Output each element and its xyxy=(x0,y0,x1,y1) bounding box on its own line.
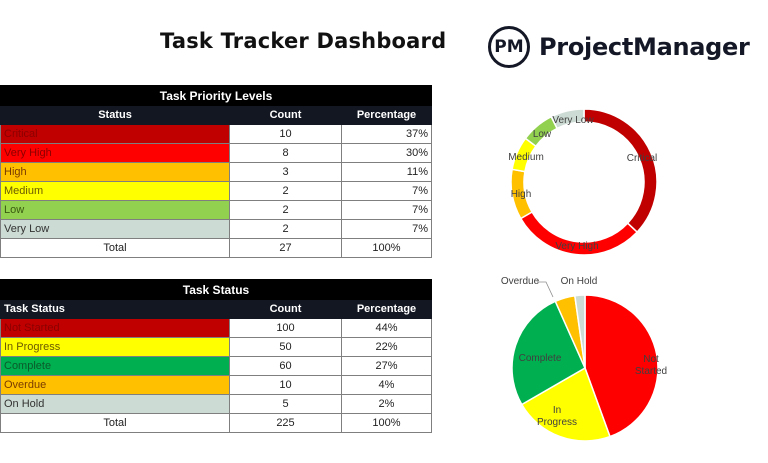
table-caption: Task Priority Levels xyxy=(0,85,432,106)
data-label: On Hold xyxy=(561,276,598,287)
row-label: High xyxy=(0,162,230,182)
data-label: Not Started xyxy=(635,354,667,377)
table-row: Very Low 2 7% xyxy=(0,219,432,239)
row-label: Not Started xyxy=(0,318,230,338)
row-label: Complete xyxy=(0,356,230,376)
row-count: 5 xyxy=(229,394,342,414)
slice-not-started xyxy=(584,294,659,438)
table-row: On Hold 5 2% xyxy=(0,394,432,414)
total-row: Total 225 100% xyxy=(0,413,432,433)
row-percentage: 44% xyxy=(341,318,432,338)
total-label: Total xyxy=(0,413,230,433)
table-row: In Progress 50 22% xyxy=(0,337,432,357)
table-row: Critical 10 37% xyxy=(0,124,432,144)
table-row: Complete 60 27% xyxy=(0,356,432,376)
data-label: In Progress xyxy=(537,405,577,428)
total-percentage: 100% xyxy=(341,238,432,258)
slice-in-progress xyxy=(520,366,611,442)
row-label: Overdue xyxy=(0,375,230,395)
table-row: Not Started 100 44% xyxy=(0,318,432,338)
row-label: On Hold xyxy=(0,394,230,414)
row-percentage: 30% xyxy=(341,143,432,163)
row-count: 10 xyxy=(229,375,342,395)
pm-logo-icon: PM xyxy=(488,26,530,68)
column-header-count: Count xyxy=(229,299,342,319)
row-label: Medium xyxy=(0,181,230,201)
row-percentage: 7% xyxy=(341,181,432,201)
column-header-percentage: Percentage xyxy=(341,299,432,319)
row-count: 60 xyxy=(229,356,342,376)
total-label: Total xyxy=(0,238,230,258)
logo-text: ProjectManager xyxy=(539,33,750,61)
slice-very-low xyxy=(550,108,585,130)
total-row: Total 27 100% xyxy=(0,238,432,258)
row-percentage: 11% xyxy=(341,162,432,182)
row-label: Low xyxy=(0,200,230,220)
column-header-task-status: Task Status xyxy=(0,299,230,319)
row-count: 8 xyxy=(229,143,342,163)
total-count: 27 xyxy=(229,238,342,258)
row-count: 3 xyxy=(229,162,342,182)
data-label: High xyxy=(511,189,532,200)
dashboard-title: Task Tracker Dashboard xyxy=(160,29,447,53)
row-count: 50 xyxy=(229,337,342,357)
projectmanager-logo: PM ProjectManager xyxy=(488,26,750,68)
row-count: 2 xyxy=(229,219,342,239)
data-label: Overdue xyxy=(501,276,540,287)
data-label: Very Low xyxy=(552,115,594,126)
row-label: Critical xyxy=(0,124,230,144)
column-header-status: Status xyxy=(0,105,230,125)
data-label: Critical xyxy=(627,153,658,164)
row-count: 2 xyxy=(229,181,342,201)
slice-on-hold xyxy=(573,294,586,369)
table-row: Medium 2 7% xyxy=(0,181,432,201)
data-label: Very High xyxy=(555,241,598,252)
slice-critical xyxy=(583,108,658,234)
table-row: High 3 11% xyxy=(0,162,432,182)
column-header-percentage: Percentage xyxy=(341,105,432,125)
data-label: Complete xyxy=(519,353,562,364)
row-percentage: 22% xyxy=(341,337,432,357)
status-pie-chart: Not Started In Progress Complete Overdue On Ho… xyxy=(501,276,667,442)
row-count: 100 xyxy=(229,318,342,338)
total-percentage: 100% xyxy=(341,413,432,433)
row-percentage: 7% xyxy=(341,219,432,239)
row-label: Very High xyxy=(0,143,230,163)
row-percentage: 37% xyxy=(341,124,432,144)
row-label: Very Low xyxy=(0,219,230,239)
data-label: Low xyxy=(533,129,552,140)
row-percentage: 4% xyxy=(341,375,432,395)
row-count: 10 xyxy=(229,124,342,144)
row-percentage: 2% xyxy=(341,394,432,414)
column-header-count: Count xyxy=(229,105,342,125)
table-row: Very High 8 30% xyxy=(0,143,432,163)
row-percentage: 27% xyxy=(341,356,432,376)
total-count: 225 xyxy=(229,413,342,433)
table-row: Low 2 7% xyxy=(0,200,432,220)
row-count: 2 xyxy=(229,200,342,220)
row-percentage: 7% xyxy=(341,200,432,220)
row-label: In Progress xyxy=(0,337,230,357)
task-priority-table: Task Priority Levels Status Count Percen… xyxy=(0,85,432,258)
task-status-table: Task Status Task Status Count Percentage… xyxy=(0,279,432,433)
table-caption: Task Status xyxy=(0,279,432,300)
data-label: Medium xyxy=(508,152,544,163)
table-row: Overdue 10 4% xyxy=(0,375,432,395)
